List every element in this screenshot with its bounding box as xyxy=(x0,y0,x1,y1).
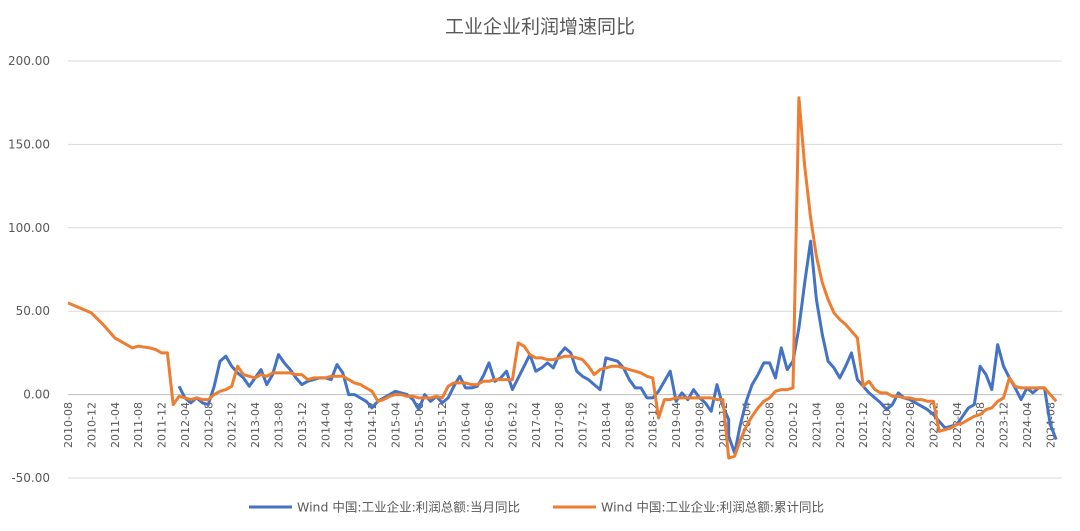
x-tick-label: 2016-08 xyxy=(483,402,496,448)
x-tick-label: 2021-08 xyxy=(834,402,847,448)
legend-label-cumulative: Wind 中国:工业企业:利润总额:累计同比 xyxy=(601,500,824,515)
x-tick-label: 2015-04 xyxy=(389,402,402,448)
x-tick-label: 2022-04 xyxy=(881,402,894,448)
x-axis-tick-labels: 2010-08 2010-12 2011-04 2011-08 2011-12 2012-… xyxy=(62,402,1057,448)
x-tick-label: 2023-12 xyxy=(998,402,1011,448)
x-tick-label: 2016-12 xyxy=(506,402,519,448)
x-tick-label: 2020-08 xyxy=(764,402,777,448)
series-line-monthly xyxy=(177,239,1058,455)
series-line-cumulative xyxy=(67,96,1058,460)
x-tick-label: 2022-08 xyxy=(904,402,917,448)
x-tick-label: 2023-08 xyxy=(974,402,987,448)
y-axis-tick-labels: 200.00 150.00 100.00 50.00 0.00 -50.00 xyxy=(8,54,50,485)
x-tick-label: 2018-08 xyxy=(623,402,636,448)
x-tick-label: 2019-04 xyxy=(670,402,683,448)
x-tick-label: 2015-08 xyxy=(413,402,426,448)
x-tick-label: 2015-12 xyxy=(436,402,449,448)
x-tick-label: 2019-08 xyxy=(693,402,706,448)
x-tick-label: 2011-12 xyxy=(156,402,169,448)
y-tick-label: 100.00 xyxy=(8,221,50,235)
x-tick-label: 2018-04 xyxy=(600,402,613,448)
x-tick-label: 2012-08 xyxy=(202,402,215,448)
x-tick-label: 2014-12 xyxy=(366,402,379,448)
y-tick-label: 200.00 xyxy=(8,54,50,68)
x-tick-label: 2017-08 xyxy=(553,402,566,448)
y-tick-label: 0.00 xyxy=(23,388,50,402)
x-tick-label: 2024-04 xyxy=(1021,402,1034,448)
x-tick-label: 2010-08 xyxy=(62,402,75,448)
x-tick-label: 2011-04 xyxy=(109,402,122,448)
series-lines xyxy=(67,96,1058,460)
x-tick-label: 2021-04 xyxy=(810,402,823,448)
x-tick-label: 2017-12 xyxy=(577,402,590,448)
x-tick-label: 2012-12 xyxy=(226,402,239,448)
chart-title: 工业企业利润增速同比 xyxy=(445,16,635,38)
x-tick-label: 2013-08 xyxy=(272,402,285,448)
legend: Wind 中国:工业企业:利润总额:当月同比 Wind 中国:工业企业:利润总额… xyxy=(249,500,824,515)
y-tick-label: 150.00 xyxy=(8,137,50,151)
x-tick-label: 2021-12 xyxy=(857,402,870,448)
x-tick-label: 2014-04 xyxy=(319,402,332,448)
grid xyxy=(68,60,1062,479)
x-tick-label: 2010-12 xyxy=(85,402,98,448)
x-tick-label: 2014-08 xyxy=(343,402,356,448)
x-tick-label: 2017-04 xyxy=(530,402,543,448)
x-tick-label: 2011-08 xyxy=(132,402,145,448)
y-tick-label: -50.00 xyxy=(11,471,50,485)
x-tick-label: 2012-04 xyxy=(179,402,192,448)
x-tick-label: 2013-12 xyxy=(296,402,309,448)
x-tick-label: 2020-12 xyxy=(787,402,800,448)
legend-label-monthly: Wind 中国:工业企业:利润总额:当月同比 xyxy=(297,500,520,515)
x-tick-label: 2016-04 xyxy=(460,402,473,448)
y-tick-label: 50.00 xyxy=(16,304,50,318)
x-tick-label: 2013-04 xyxy=(249,402,262,448)
